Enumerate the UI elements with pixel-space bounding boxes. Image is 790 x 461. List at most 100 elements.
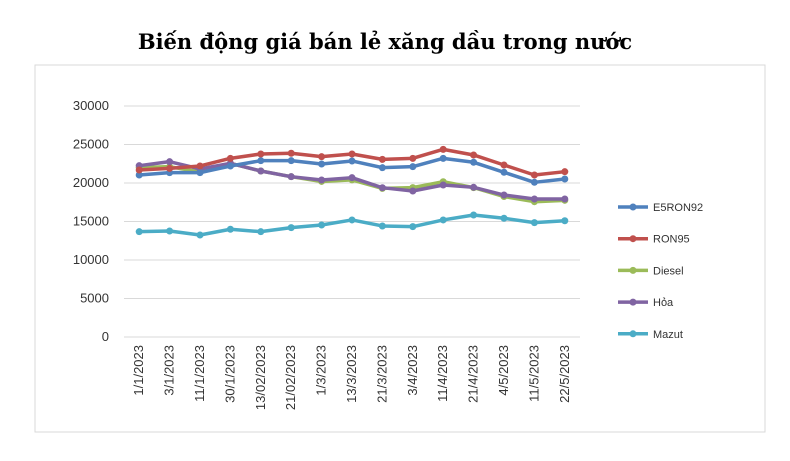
y-tick-label: 10000 <box>73 252 109 267</box>
data-point <box>470 151 478 159</box>
data-point <box>439 216 447 224</box>
data-point <box>530 219 538 227</box>
legend-item: Diesel <box>618 265 684 277</box>
data-point <box>500 214 508 222</box>
data-point <box>287 224 295 232</box>
y-tick-label: 5000 <box>80 291 109 306</box>
data-point <box>348 157 356 165</box>
legend-label: Diesel <box>653 265 684 277</box>
data-point <box>318 176 326 184</box>
y-tick-label: 15000 <box>73 214 109 229</box>
legend-marker <box>629 266 637 274</box>
x-tick-label: 3/4/2023 <box>405 345 420 396</box>
data-point <box>257 157 265 165</box>
data-point <box>378 164 386 172</box>
x-tick-label: 30/1/2023 <box>222 345 237 403</box>
legend-item: Hỏa <box>618 297 674 309</box>
data-point <box>135 166 143 174</box>
data-point <box>257 150 265 158</box>
x-tick-label: 21/3/2023 <box>374 345 389 403</box>
data-point <box>166 227 174 235</box>
data-point <box>530 178 538 186</box>
data-point <box>196 169 204 177</box>
data-point <box>318 153 326 161</box>
data-point <box>135 228 143 236</box>
data-point <box>226 162 234 170</box>
legend-marker <box>629 203 637 211</box>
y-tick-label: 20000 <box>73 175 109 190</box>
data-point <box>226 154 234 162</box>
legend-label: RON95 <box>653 234 690 246</box>
legend-item: RON95 <box>618 234 690 246</box>
data-point <box>135 171 143 179</box>
data-point <box>530 195 538 203</box>
x-tick-label: 3/1/2023 <box>162 345 177 396</box>
y-tick-label: 0 <box>102 329 109 344</box>
data-point <box>409 187 417 195</box>
chart-title: Biến động giá bán lẻ xăng dầu trong nước <box>138 29 632 54</box>
data-point <box>561 195 569 203</box>
data-point <box>378 184 386 192</box>
x-tick-label: 13/02/2023 <box>253 345 268 410</box>
data-point <box>318 221 326 229</box>
data-point <box>287 173 295 181</box>
x-tick-label: 11/1/2023 <box>192 345 207 402</box>
data-point <box>348 174 356 182</box>
data-point <box>257 167 265 175</box>
legend-label: E5RON92 <box>653 202 703 214</box>
x-tick-label: 21/02/2023 <box>283 345 298 410</box>
legend-item: Mazut <box>618 329 683 341</box>
legend-item: E5RON92 <box>618 202 703 214</box>
series-RON95 <box>135 145 569 179</box>
data-point <box>561 217 569 225</box>
data-point <box>561 168 569 176</box>
data-point <box>196 231 204 239</box>
legend-label: Mazut <box>653 329 683 341</box>
data-point <box>409 223 417 231</box>
x-tick-label: 1/3/2023 <box>314 345 329 396</box>
legend-marker <box>629 330 637 338</box>
data-point <box>166 164 174 172</box>
data-point <box>530 171 538 179</box>
series-Mazut <box>135 211 569 239</box>
data-point <box>500 168 508 176</box>
legend-marker <box>629 235 637 243</box>
data-point <box>439 181 447 189</box>
x-tick-label: 4/5/2023 <box>496 345 511 396</box>
legend-label: Hỏa <box>653 297 674 309</box>
x-tick-label: 11/4/2023 <box>435 345 450 402</box>
data-point <box>470 158 478 166</box>
data-point <box>470 183 478 191</box>
x-tick-label: 13/3/2023 <box>344 345 359 403</box>
data-point <box>348 150 356 158</box>
data-point <box>378 222 386 230</box>
data-point <box>318 160 326 168</box>
data-point <box>348 216 356 224</box>
data-point <box>561 175 569 183</box>
chart-frame <box>34 64 766 433</box>
x-tick-label: 22/5/2023 <box>557 345 572 403</box>
data-point <box>287 149 295 157</box>
data-point <box>470 211 478 219</box>
data-point <box>226 225 234 233</box>
data-point <box>500 191 508 199</box>
data-point <box>500 161 508 169</box>
data-point <box>439 154 447 162</box>
data-point <box>257 228 265 236</box>
data-point <box>378 155 386 163</box>
data-point <box>196 162 204 170</box>
data-point <box>409 163 417 171</box>
data-point <box>439 145 447 153</box>
series-E5RON92 <box>135 154 569 186</box>
data-point <box>287 157 295 165</box>
data-point <box>166 158 174 166</box>
x-tick-label: 11/5/2023 <box>526 345 541 402</box>
x-tick-label: 1/1/2023 <box>131 345 146 396</box>
y-tick-label: 30000 <box>73 98 109 113</box>
data-point <box>409 154 417 162</box>
legend-marker <box>629 298 637 306</box>
x-tick-label: 21/4/2023 <box>466 345 481 403</box>
y-tick-label: 25000 <box>73 137 109 152</box>
